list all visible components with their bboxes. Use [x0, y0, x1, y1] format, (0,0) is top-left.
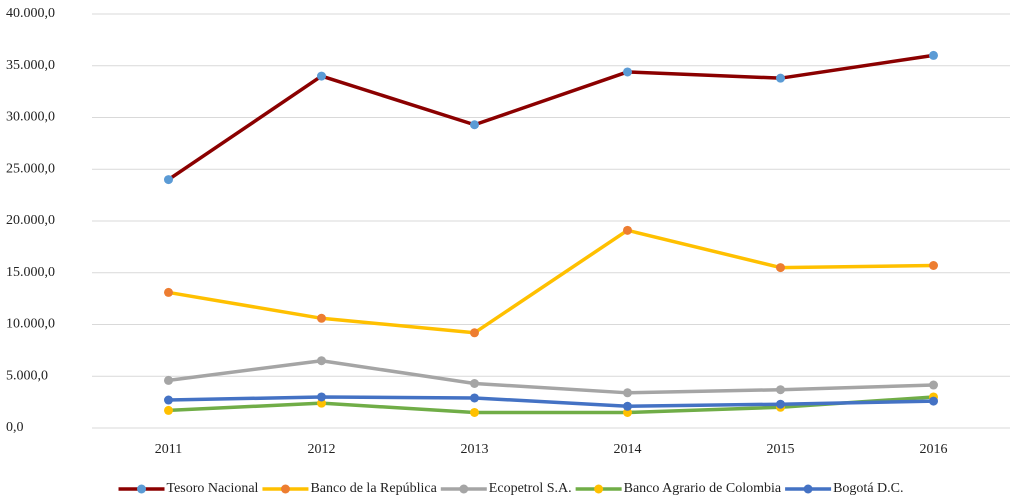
point: [623, 225, 632, 235]
point: [470, 120, 479, 130]
point: [623, 407, 632, 417]
legend-marker: [280, 484, 290, 494]
legend-item: Banco Agrario de Colombia: [575, 481, 782, 496]
point: [317, 356, 326, 366]
point: [623, 67, 632, 77]
legend-marker: [803, 484, 813, 494]
series-line: [167, 53, 934, 182]
x-tick-label: 2012: [308, 442, 336, 457]
point: [470, 393, 479, 403]
point: [164, 405, 173, 415]
legend-label: Tesoro Nacional: [167, 481, 259, 496]
x-tick-label: 2011: [155, 442, 182, 457]
point: [317, 398, 326, 408]
y-tick-label: 5.000,0: [6, 368, 48, 383]
point: [776, 399, 785, 409]
series-line: [168, 358, 934, 395]
point: [164, 375, 173, 385]
point: [317, 71, 326, 81]
point: [776, 385, 785, 395]
x-tick-label: 2016: [920, 442, 948, 457]
point: [470, 378, 479, 388]
x-tick-label: 2015: [767, 442, 795, 457]
point: [623, 401, 632, 411]
legend-item: Tesoro Nacional: [118, 481, 259, 496]
y-tick-label: 10.000,0: [6, 317, 55, 332]
y-tick-label: 20.000,0: [6, 213, 55, 228]
x-tick-label: 2014: [614, 442, 642, 457]
point: [164, 175, 173, 185]
legend-item: Bogotá D.C.: [785, 481, 903, 496]
point: [317, 392, 326, 402]
y-tick-label: 40.000,0: [6, 6, 55, 21]
series-line: [168, 228, 934, 335]
point: [776, 73, 785, 83]
legend-marker: [594, 484, 604, 494]
legend-item: Banco de la República: [262, 481, 438, 496]
point: [776, 263, 785, 273]
point: [164, 287, 173, 297]
point: [929, 50, 938, 60]
y-tick-label: 35.000,0: [6, 58, 55, 73]
point: [317, 313, 326, 323]
legend-item: Ecopetrol S.A.: [440, 481, 572, 496]
legend-label: Banco Agrario de Colombia: [624, 481, 782, 496]
point: [623, 388, 632, 398]
point: [929, 261, 938, 271]
x-tick-label: 2013: [461, 442, 489, 457]
y-tick-label: 15.000,0: [6, 265, 55, 280]
point: [164, 395, 173, 405]
legend-label: Banco de la República: [310, 481, 437, 496]
legend-label: Bogotá D.C.: [833, 481, 903, 496]
legend: Tesoro Nacional Banco de la República Ecop…: [118, 481, 903, 496]
legend-marker: [459, 484, 469, 494]
point: [470, 407, 479, 417]
y-tick-label: 30.000,0: [6, 110, 55, 125]
series-line: [168, 395, 934, 409]
y-tick-label: 25.000,0: [6, 161, 55, 176]
series-line: [168, 395, 934, 415]
point: [470, 328, 479, 338]
legend-label: Ecopetrol S.A.: [489, 481, 572, 496]
point: [929, 396, 938, 406]
legend-marker: [137, 484, 147, 494]
y-tick-label: 0,0: [6, 420, 24, 435]
point: [929, 380, 938, 390]
